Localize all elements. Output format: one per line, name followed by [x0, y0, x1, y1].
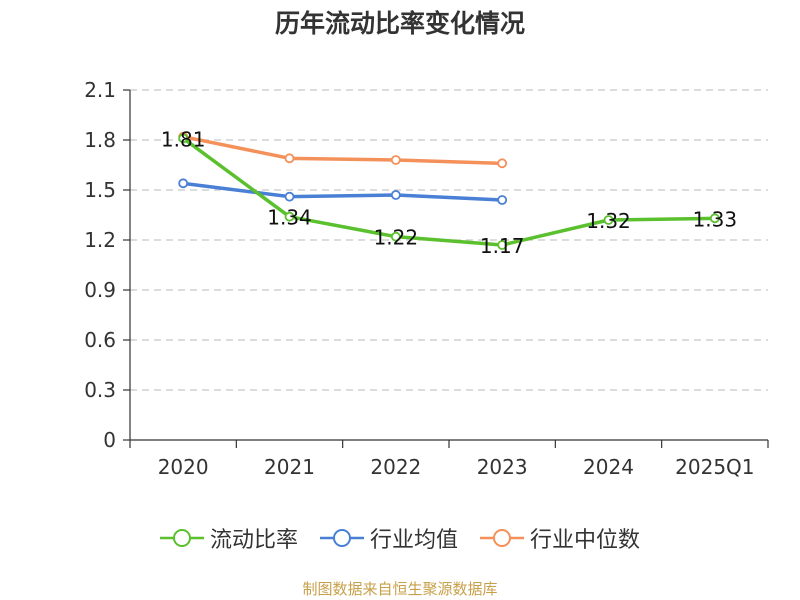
y-tick-label: 2.1 — [84, 78, 116, 102]
data-point[interactable] — [390, 231, 401, 242]
data-point[interactable] — [390, 190, 401, 200]
data-label: 1.22 — [374, 226, 419, 250]
y-tick-label: 0 — [103, 428, 116, 452]
data-point[interactable] — [497, 195, 508, 205]
data-label: 1.34 — [267, 206, 312, 230]
data-point[interactable] — [178, 178, 189, 189]
legend-item-current-ratio[interactable]: 流动比率 — [159, 522, 298, 554]
legend-label: 行业中位数 — [530, 528, 641, 553]
y-tick-label: 1.2 — [84, 228, 116, 252]
legend-marker-blue-icon — [319, 529, 364, 547]
data-point[interactable] — [284, 191, 295, 202]
data-point[interactable] — [284, 153, 295, 164]
y-tick-label: 0.6 — [84, 328, 116, 352]
x-tick-label: 2021 — [264, 455, 315, 479]
source-note: 制图数据来自恒生聚源数据库 — [302, 580, 498, 598]
x-tick-label: 2022 — [370, 455, 421, 479]
data-point[interactable] — [603, 215, 614, 225]
data-point[interactable] — [284, 211, 295, 222]
data-point[interactable] — [709, 213, 720, 224]
x-tick-label: 2025Q1 — [675, 455, 754, 479]
series-lines — [178, 131, 720, 250]
x-tick-label: 2020 — [158, 455, 209, 479]
data-label: 1.32 — [586, 209, 631, 233]
x-tick-label: 2023 — [477, 455, 528, 479]
legend: 流动比率 行业均值 行业中位数 — [0, 520, 800, 556]
chart-title: 历年流动比率变化情况 — [274, 9, 525, 38]
x-tick-label: 2024 — [583, 455, 634, 479]
data-point[interactable] — [497, 240, 508, 250]
series-line — [182, 136, 715, 247]
legend-label: 流动比率 — [209, 528, 298, 553]
series-line — [182, 181, 503, 202]
axes: 0 0.3 0.6 0.9 1.2 1.5 1.8 2.1 2020 2021 2022 2023 20… — [84, 78, 769, 479]
legend-marker-green-icon — [159, 529, 204, 547]
series-line — [182, 134, 503, 166]
data-label: 1.17 — [480, 234, 525, 258]
data-label: 1.81 — [161, 127, 206, 151]
legend-label: 行业均值 — [369, 528, 458, 553]
legend-item-industry-mean[interactable]: 行业均值 — [319, 522, 458, 554]
data-label: 1.33 — [693, 207, 738, 231]
line-chart: 0 0.3 0.6 0.9 1.2 1.5 1.8 2.1 2020 2021 2022 2023 20… — [84, 78, 769, 479]
data-point[interactable] — [178, 133, 189, 144]
data-point[interactable] — [390, 155, 401, 165]
y-tick-label: 1.8 — [84, 128, 116, 152]
data-point[interactable] — [497, 158, 508, 169]
y-tick-label: 1.5 — [84, 178, 116, 202]
legend-marker-orange-icon — [480, 529, 524, 547]
y-tick-label: 0.3 — [84, 378, 116, 402]
data-labels: 1.81 1.34 1.22 1.17 1.32 1.33 — [161, 127, 737, 258]
legend-item-industry-median[interactable]: 行业中位数 — [480, 522, 640, 554]
y-tick-label: 0.9 — [84, 278, 116, 302]
